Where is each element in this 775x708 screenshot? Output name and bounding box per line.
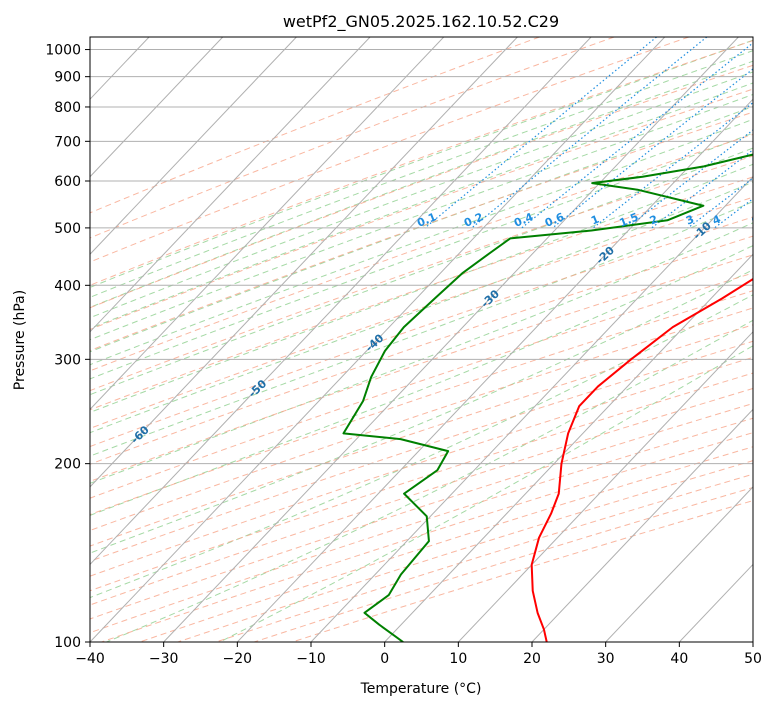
temperature-profile-line	[530, 277, 753, 642]
dry-adiabat-line	[90, 64, 753, 309]
mixing-ratio-label: 2	[648, 213, 660, 228]
y-tick-label: 800	[54, 100, 81, 116]
isotherm-line	[384, 253, 753, 642]
dry-adiabat-line	[90, 133, 753, 372]
x-axis-ticks: −40 −30 −20 −10 0 10 20 30 40 50	[75, 642, 762, 667]
isotherm-line	[90, 37, 371, 333]
dry-adiabat-line	[90, 37, 690, 263]
moist-adiabat-line	[90, 93, 753, 341]
mixing-ratio-label: 6	[750, 212, 762, 227]
isotherm-line	[605, 486, 753, 642]
moist-adiabat-line	[90, 181, 753, 434]
x-tick-label: −40	[75, 651, 105, 667]
isotherm-line	[90, 37, 445, 411]
isotherm-lines	[90, 37, 753, 642]
isotherm-line	[531, 408, 753, 642]
dry-adiabat-line	[90, 196, 753, 429]
y-tick-label: 400	[54, 278, 81, 294]
y-tick-label: 600	[54, 174, 81, 190]
plot-frame	[89, 36, 754, 643]
isotherm-line	[90, 37, 666, 642]
dry-adiabat-line	[90, 37, 615, 239]
moist-adiabat-line	[90, 147, 753, 396]
mixing-ratio-line	[424, 37, 657, 229]
x-tick-label: −20	[223, 651, 253, 667]
moist-adiabat-line	[90, 82, 753, 330]
dry-adiabat-line	[90, 40, 753, 286]
moist-adiabat-line	[219, 345, 753, 642]
moist-adiabat-line	[90, 71, 753, 319]
isotherm-line	[236, 98, 753, 642]
dry-adiabat-line	[90, 37, 540, 214]
x-axis-label: Temperature (°C)	[360, 681, 482, 697]
dry-adiabats	[90, 37, 753, 642]
sounding-series	[342, 153, 753, 642]
y-tick-label: 100	[54, 635, 81, 651]
x-tick-label: −10	[296, 651, 326, 667]
mixing-ratio-label: 1	[589, 213, 601, 228]
dry-adiabat-line	[90, 307, 753, 532]
x-tick-label: 10	[449, 651, 467, 667]
dry-adiabat-line	[90, 216, 753, 448]
dewpoint-profile-line	[342, 153, 753, 642]
x-tick-label: 40	[670, 651, 688, 667]
x-tick-label: −30	[149, 651, 179, 667]
isotherm-line	[310, 176, 753, 642]
moist-adiabat-line	[90, 245, 753, 516]
isotherm-line	[163, 37, 739, 642]
isobar-gridlines	[90, 49, 753, 642]
dry-adiabat-line	[90, 356, 753, 577]
moist-adiabat-line	[90, 50, 753, 298]
y-tick-label: 900	[54, 70, 81, 86]
moist-adiabat-line	[90, 39, 753, 288]
moist-adiabat-line	[90, 201, 753, 457]
isotherm-line	[90, 37, 592, 566]
x-tick-label: 50	[744, 651, 762, 667]
y-tick-label: 700	[54, 134, 81, 150]
y-tick-label: 500	[54, 221, 81, 237]
dry-adiabat-line	[90, 290, 753, 516]
moist-adiabat-line	[90, 222, 753, 484]
x-tick-label: 30	[597, 651, 615, 667]
isotherm-line	[90, 37, 224, 178]
y-tick-label: 200	[54, 457, 81, 473]
moist-adiabat-line	[106, 319, 753, 642]
y-axis-ticks: 100 200 300 400 500 600 700 800 900 1000	[45, 43, 90, 651]
mixing-ratio-line	[592, 101, 753, 229]
mixing-ratio-line	[471, 37, 708, 229]
isotherm-line	[90, 37, 518, 488]
mixing-ratio-line	[521, 42, 753, 229]
y-tick-label: 1000	[45, 43, 81, 59]
mixing-ratio-line	[687, 177, 753, 229]
mixing-ratio-lines	[424, 37, 753, 229]
chart-title: wetPf2_GN05.2025.162.10.52.C29	[283, 12, 559, 32]
x-tick-label: 20	[523, 651, 541, 667]
y-tick-label: 300	[54, 352, 81, 368]
isotherm-line	[457, 331, 753, 642]
isotherm-line	[90, 37, 297, 256]
dry-adiabat-line	[90, 387, 753, 606]
moist-adiabat-line	[90, 60, 753, 308]
y-axis-label: Pressure (hPa)	[12, 290, 28, 390]
dry-adiabat-line	[90, 340, 753, 562]
x-tick-label: 0	[380, 651, 389, 667]
dry-adiabat-line	[90, 88, 753, 331]
mixing-ratio-label: 3	[684, 213, 696, 228]
